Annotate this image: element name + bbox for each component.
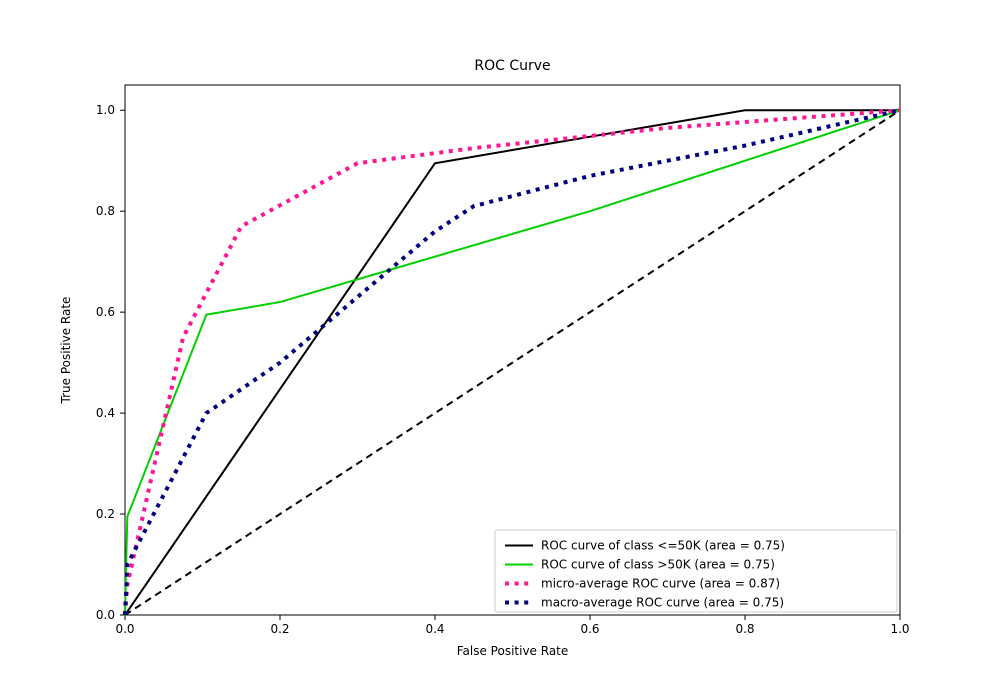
- x-tick-label: 0.2: [270, 622, 289, 636]
- y-tick-label: 0.0: [96, 608, 115, 622]
- x-tick-label: 0.4: [425, 622, 444, 636]
- y-tick-label: 0.8: [96, 204, 115, 218]
- x-tick-label: 0.8: [735, 622, 754, 636]
- legend: ROC curve of class <=50K (area = 0.75) RO…: [495, 530, 897, 612]
- y-axis-label: True Positive Rate: [59, 297, 73, 405]
- y-tick-label: 1.0: [96, 103, 115, 117]
- legend-label-micro_avg: micro-average ROC curve (area = 0.87): [541, 577, 780, 591]
- x-tick-label: 0.0: [115, 622, 134, 636]
- roc-chart: 0.0 0.2 0.4 0.6 0.8 1.0 0.0 0.2 0.4 0.6 0.8 1.0 Fals…: [0, 0, 1000, 700]
- legend-label-class_gt50k: ROC curve of class >50K (area = 0.75): [541, 558, 775, 572]
- y-tick-label: 0.6: [96, 305, 115, 319]
- x-tick-label: 0.6: [580, 622, 599, 636]
- x-axis-label: False Positive Rate: [457, 644, 569, 658]
- legend-label-class_le50k: ROC curve of class <=50K (area = 0.75): [541, 539, 785, 553]
- chart-title: ROC Curve: [474, 58, 550, 74]
- roc-chart-svg: 0.0 0.2 0.4 0.6 0.8 1.0 0.0 0.2 0.4 0.6 0.8 1.0 Fals…: [0, 0, 1000, 700]
- y-tick-label: 0.4: [96, 406, 115, 420]
- legend-label-macro_avg: macro-average ROC curve (area = 0.75): [541, 596, 784, 610]
- x-tick-label: 1.0: [890, 622, 909, 636]
- y-tick-label: 0.2: [96, 507, 115, 521]
